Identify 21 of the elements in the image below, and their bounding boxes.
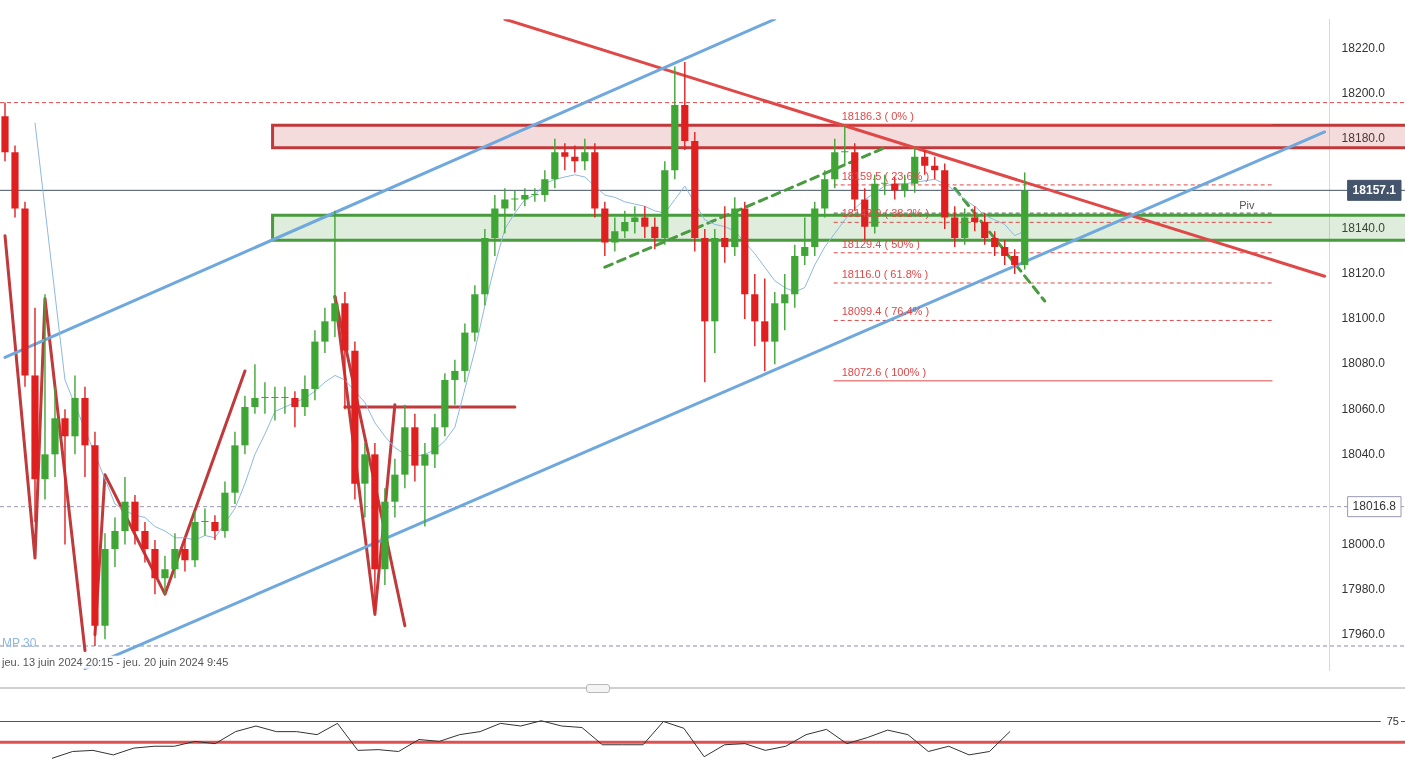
annotation: jeu. 13 juin 2024 20:15 - jeu. 20 juin 2024 9:45 xyxy=(1,655,229,668)
ref-line-label: Piv xyxy=(1239,199,1255,212)
ref-line-label: 18116.0 ( 61.8% ) xyxy=(841,268,929,281)
y-tick-label: 17960.0 xyxy=(1341,627,1386,642)
y-tick-label: 18180.0 xyxy=(1341,131,1386,146)
y-tick-label: 18220.0 xyxy=(1341,40,1386,55)
y-tick-label: 18080.0 xyxy=(1341,356,1386,371)
y-tick-label: 18100.0 xyxy=(1341,311,1386,326)
y-tick-label: 18120.0 xyxy=(1341,266,1386,281)
ref-line-label: 18157.1 xyxy=(1352,182,1397,197)
y-tick-label: 18000.0 xyxy=(1341,536,1386,551)
y-tick-label: 18060.0 xyxy=(1341,401,1386,416)
y-tick-label: 18040.0 xyxy=(1341,446,1386,461)
y-tick-label: 17980.0 xyxy=(1341,581,1386,596)
ref-line-label: 18016.8 xyxy=(1352,498,1397,513)
y-tick-label: 18140.0 xyxy=(1341,221,1386,236)
ref-line-label: 18186.3 ( 0% ) xyxy=(841,109,914,122)
text: MP 30 xyxy=(2,636,37,651)
text: 75 xyxy=(1386,714,1399,727)
y-tick-label: 18200.0 xyxy=(1341,85,1386,100)
ref-line-label: 18072.6 ( 100% ) xyxy=(841,365,927,378)
